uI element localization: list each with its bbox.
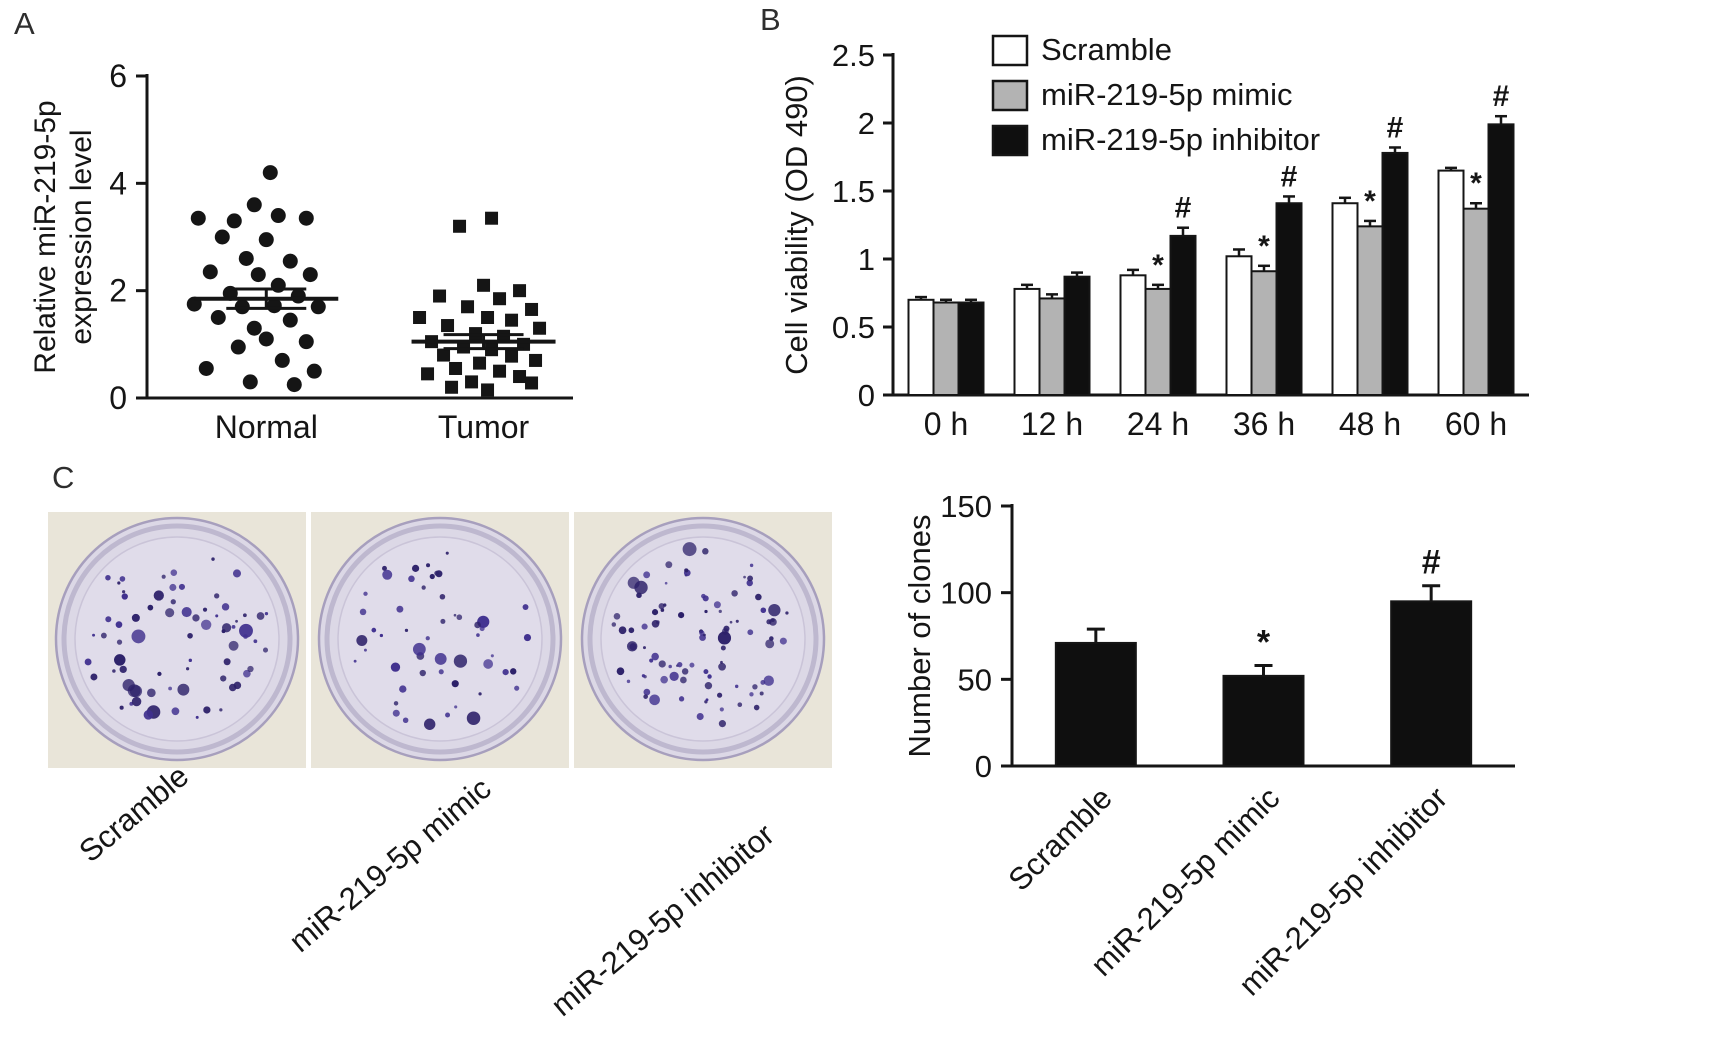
dish-svg (311, 512, 569, 768)
svg-text:150: 150 (940, 489, 992, 524)
svg-text:Normal: Normal (215, 409, 318, 445)
svg-text:4: 4 (109, 165, 127, 201)
svg-text:#: # (1281, 160, 1298, 193)
svg-text:0.5: 0.5 (832, 310, 875, 345)
svg-text:Tumor: Tumor (438, 409, 530, 445)
svg-text:#: # (1493, 80, 1510, 113)
svg-text:miR-219-5p mimic: miR-219-5p mimic (1041, 77, 1292, 112)
svg-text:1.5: 1.5 (832, 174, 875, 209)
svg-text:expression level: expression level (65, 129, 98, 344)
svg-text:Number of clones: Number of clones (902, 515, 937, 758)
bar-chart-number-of-clones: 0 50 100 150 Scramble * miR-219-5p mimic # miR-2… (900, 478, 1525, 1047)
svg-text:#: # (1387, 111, 1404, 144)
svg-text:Relative miR-219-5p: Relative miR-219-5p (29, 100, 62, 373)
svg-text:2.5: 2.5 (832, 38, 875, 73)
svg-text:50: 50 (958, 662, 992, 697)
svg-text:36 h: 36 h (1233, 406, 1295, 442)
dish-svg (48, 512, 306, 768)
svg-text:6: 6 (109, 58, 127, 94)
svg-text:Cell viability (OD 490): Cell viability (OD 490) (779, 75, 814, 375)
svg-text:0: 0 (109, 380, 127, 416)
grouped-bar-svg: 0 0.5 1 1.5 2 2.5 0 h 12 h 24 h * #36 h * #48 h * #60 … (779, 32, 1529, 442)
svg-text:#: # (1422, 544, 1441, 582)
svg-text:2: 2 (109, 273, 127, 309)
svg-text:24 h: 24 h (1127, 406, 1189, 442)
dish-label-mimic: miR-219-5p mimic (282, 770, 498, 960)
svg-text:0: 0 (975, 749, 992, 784)
svg-text:#: # (1175, 192, 1192, 225)
dish-svg (574, 512, 832, 768)
colony-dish-photo-0 (48, 512, 306, 768)
panel-b-label: B (760, 2, 782, 37)
colony-dish-photo-2 (574, 512, 832, 768)
svg-text:miR-219-5p inhibitor: miR-219-5p inhibitor (1041, 122, 1320, 157)
svg-text:*: * (1257, 623, 1271, 661)
colony-formation-photos (48, 512, 832, 768)
colony-dish-photo-1 (311, 512, 569, 768)
scatter-svg: 0 2 4 6 Normal Tumor Relative miR-219-5p expres… (29, 58, 573, 445)
svg-text:60 h: 60 h (1445, 406, 1507, 442)
dish-label-inhibitor: miR-219-5p inhibitor (544, 816, 781, 1024)
svg-text:Scramble: Scramble (1001, 780, 1118, 897)
svg-text:0: 0 (858, 378, 875, 413)
svg-text:Scramble: Scramble (1041, 32, 1172, 67)
svg-text:12 h: 12 h (1021, 406, 1083, 442)
svg-text:*: * (1258, 230, 1270, 263)
svg-text:0 h: 0 h (924, 406, 968, 442)
bar-chart-cell-viability: 0 0.5 1 1.5 2 2.5 0 h 12 h 24 h * #36 h * #48 h * #60 … (775, 22, 1535, 482)
svg-text:48 h: 48 h (1339, 406, 1401, 442)
svg-text:*: * (1152, 249, 1164, 282)
scatter-plot-mir219-expression: 0 2 4 6 Normal Tumor Relative miR-219-5p expres… (25, 38, 585, 521)
panel-a-label: A (14, 6, 36, 41)
svg-text:100: 100 (940, 576, 992, 611)
svg-text:*: * (1364, 185, 1376, 218)
panel-c-label: C (52, 460, 76, 495)
svg-text:1: 1 (858, 242, 875, 277)
svg-text:*: * (1470, 167, 1482, 200)
svg-text:2: 2 (858, 106, 875, 141)
dish-label-scramble: Scramble (72, 758, 196, 870)
